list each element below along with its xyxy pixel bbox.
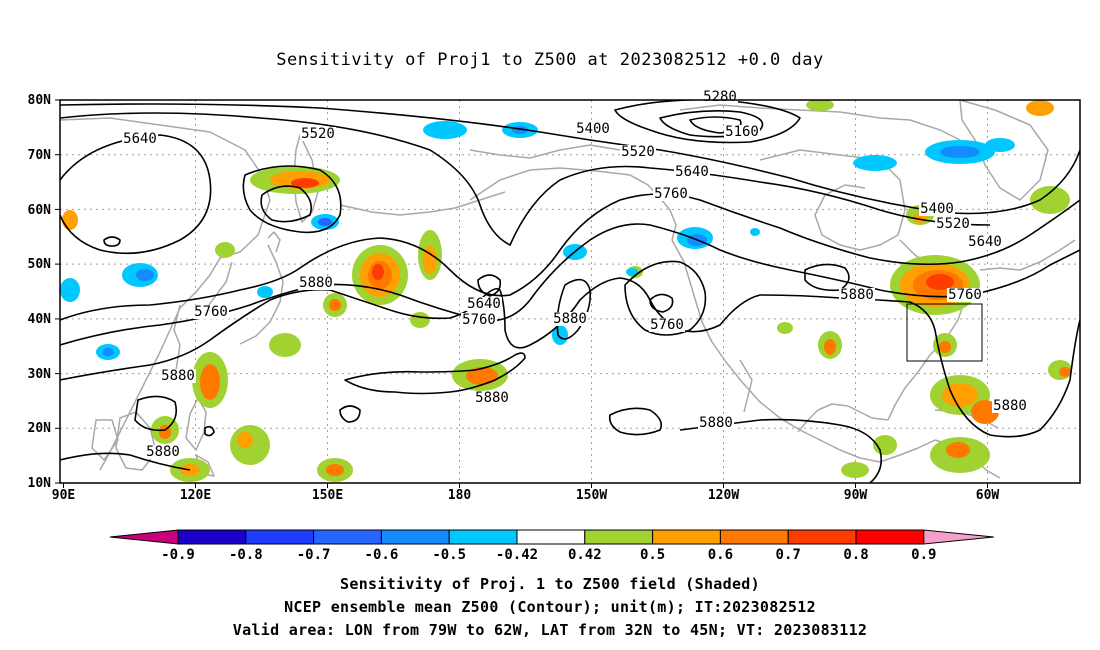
colorbar-label: -0.6 [365, 547, 399, 563]
contour-label: 5640 [968, 234, 1002, 250]
lat-label: 10N [28, 476, 52, 491]
lon-label: 120W [708, 488, 739, 503]
lon-label: 150E [312, 488, 343, 503]
contour-label: 5760 [462, 312, 496, 328]
contour-label-bg [674, 165, 710, 179]
contour-labels: 5640 5520 54005280516055205640576058805760… [122, 89, 1028, 460]
contour-label-bg [300, 127, 336, 141]
contour-label-bg [947, 288, 983, 302]
lat-label: 20N [28, 421, 52, 436]
plot-border [59, 99, 1081, 484]
contour-label: 5400 [920, 201, 954, 217]
lat-label: 30N [28, 367, 52, 382]
contour-label: 5640 [123, 131, 157, 147]
colorbar-segment [652, 529, 721, 545]
contour-label-bg [474, 391, 510, 405]
lon-label: 90E [52, 488, 75, 503]
contour-label: 5880 [146, 444, 180, 460]
contour-label: 5160 [725, 124, 759, 140]
colorbar-segment [245, 529, 315, 545]
colorbar-segment [719, 529, 789, 545]
colorbar-label: -0.8 [229, 547, 263, 563]
colorbar-segment [855, 529, 925, 545]
contour-label-bg [298, 276, 334, 290]
contour-label: 5280 [703, 89, 737, 105]
contour-label-bg [461, 313, 497, 327]
contour-label: 5760 [948, 287, 982, 303]
colorbar-segment [380, 529, 450, 545]
lat-label: 80N [28, 93, 52, 108]
contour-label-bg [967, 235, 1003, 249]
contour-label-bg [145, 445, 181, 459]
contour-label-bg [653, 187, 689, 201]
contour-label: 5760 [654, 186, 688, 202]
lon-label: 180 [448, 488, 472, 503]
contour-label: 5400 [576, 121, 610, 137]
contour-label: 5880 [699, 415, 733, 431]
contour-label-bg [839, 288, 875, 302]
colorbar-label: 0.6 [708, 547, 733, 563]
colorbar-segment [313, 529, 382, 545]
contour-label: 5880 [840, 287, 874, 303]
contour-label-bg [935, 217, 971, 231]
caption-shaded: Sensitivity of Proj. 1 to Z500 field (Sh… [340, 575, 760, 593]
map-title: Sensitivity of Proj1 to Z500 at 20230825… [276, 50, 824, 70]
lat-axis: 80N 70N 60N 50N 40N 30N 20N 10N [28, 93, 60, 491]
lat-label: 50N [28, 257, 52, 272]
colorbar-high-arrow [923, 529, 994, 545]
contour-label: 5760 [650, 317, 684, 333]
colorbar-segment [177, 529, 247, 545]
contour-label: 5880 [161, 368, 195, 384]
contour-label-bg [193, 305, 229, 319]
contour-label-bg [649, 318, 685, 332]
caption-valid-area: Valid area: LON from 79W to 62W, LAT fro… [232, 621, 868, 639]
colorbar-label: 0.8 [843, 547, 868, 563]
colorbar-label: 0.7 [776, 547, 801, 563]
lon-axis: 90E 120E 150E 180 150W 120W 90W 60W [52, 483, 1000, 503]
colorbar-label: -0.5 [432, 547, 466, 563]
colorbar-label: 0.42 [568, 547, 602, 563]
lon-label: 150W [576, 488, 607, 503]
contour-label-bg [552, 312, 588, 326]
colorbar-segment [584, 529, 654, 545]
contour-label: 5760 [194, 304, 228, 320]
contour-label-bg [698, 416, 734, 430]
contour-label: 5520 [621, 144, 655, 160]
contour-label-bg [919, 202, 955, 216]
lat-label: 70N [28, 148, 52, 163]
contour-label: 5880 [553, 311, 587, 327]
colorbar-label: 0.9 [911, 547, 936, 563]
contour-label-bg [122, 132, 158, 146]
lat-label: 60N [28, 203, 52, 218]
lon-label: 60W [976, 488, 1000, 503]
colorbar-label: -0.7 [297, 547, 331, 563]
colorbar-label: -0.9 [161, 547, 195, 563]
contour-label-bg [160, 369, 196, 383]
contour-label: 5640 [467, 296, 501, 312]
contour-label-bg [466, 297, 502, 311]
contour-label: 5880 [475, 390, 509, 406]
contour-label-bg [620, 145, 656, 159]
contour-label: 5520 [301, 126, 335, 142]
contour-label: 5880 [299, 275, 333, 291]
caption-contour: NCEP ensemble mean Z500 (Contour); unit(… [284, 598, 816, 616]
colorbar: -0.9 -0.8 -0.7 -0.6 -0.5 -0.42 0.42 0.5 0.6 0.7 0.… [109, 529, 994, 563]
contour-label-bg [575, 122, 611, 136]
contour-label-bg [724, 125, 760, 139]
valid-area-box [906, 303, 983, 362]
colorbar-label: 0.5 [640, 547, 665, 563]
colorbar-label: -0.42 [496, 547, 538, 563]
colorbar-low-arrow [109, 529, 179, 545]
contour-label-bg [992, 399, 1028, 413]
contour-label: 5880 [993, 398, 1027, 414]
colorbar-segment [787, 529, 857, 545]
lat-label: 40N [28, 312, 52, 327]
contour-label: 5640 [675, 164, 709, 180]
contour-label: 5520 [936, 216, 970, 232]
colorbar-segment [448, 529, 518, 545]
colorbar-segment [516, 529, 586, 545]
lon-label: 90W [844, 488, 868, 503]
lon-label: 120E [180, 488, 211, 503]
